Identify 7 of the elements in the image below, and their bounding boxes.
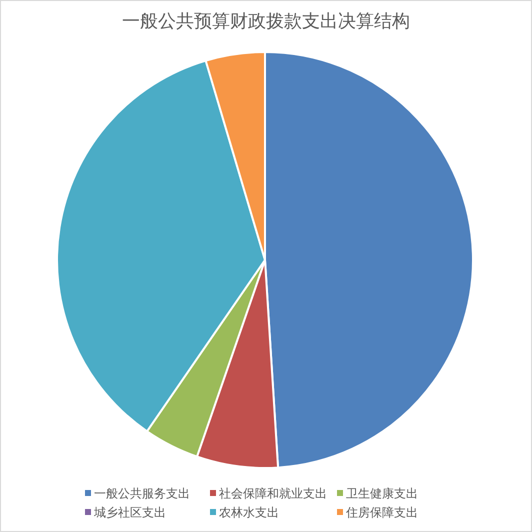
legend-label: 社会保障和就业支出 bbox=[219, 486, 327, 500]
legend-label: 住房保障支出 bbox=[345, 506, 418, 520]
chart-title: 一般公共预算财政拨款支出决算结构 bbox=[122, 11, 410, 31]
legend-label: 农林水支出 bbox=[219, 506, 279, 520]
legend-label: 一般公共服务支出 bbox=[94, 486, 190, 500]
legend-label: 城乡社区支出 bbox=[93, 506, 166, 520]
legend-label: 卫生健康支出 bbox=[346, 486, 418, 500]
